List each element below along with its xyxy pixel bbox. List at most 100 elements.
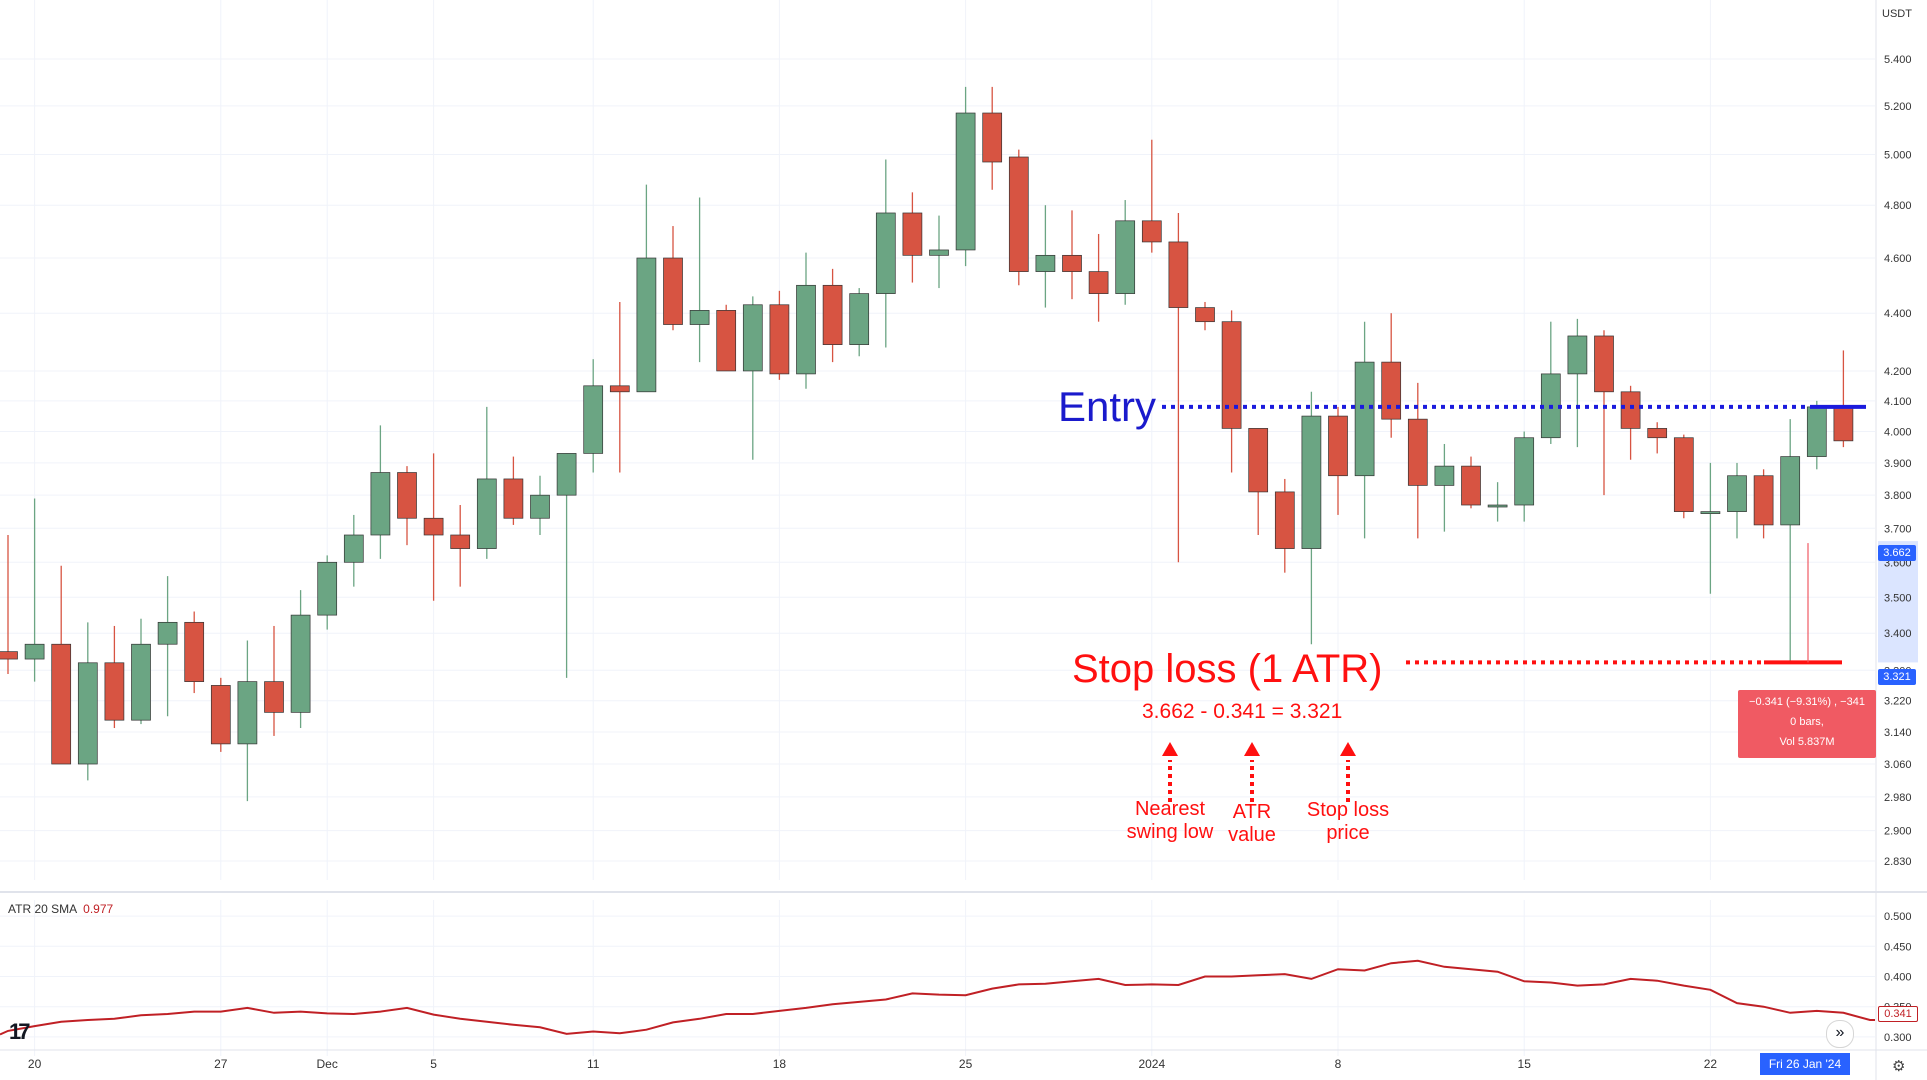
candle-body: [1221, 321, 1242, 429]
candle: [343, 514, 364, 587]
candle: [1647, 422, 1668, 454]
candle: [264, 625, 284, 736]
candle-body: [370, 472, 391, 536]
candle: [450, 505, 471, 587]
arrow-head: [1340, 742, 1356, 756]
candle: [636, 184, 657, 393]
candle-body: [0, 651, 18, 660]
price-tick-label: 3.060: [1884, 759, 1912, 771]
candle-body: [131, 643, 151, 721]
swing-low-label: Nearest swing low: [1126, 798, 1214, 843]
candle: [1062, 210, 1082, 300]
atr-tick-label: 0.300: [1884, 1032, 1912, 1044]
price-tick-label: 3.400: [1884, 628, 1912, 640]
price-tick-label: 3.800: [1884, 490, 1912, 502]
measure-range-highlight: [1878, 541, 1918, 663]
time-tick-label: 5: [430, 1057, 437, 1071]
candle-body: [317, 561, 338, 616]
gear-icon[interactable]: ⚙: [1892, 1058, 1906, 1075]
price-axis: 5.400 5.200 5.000 4.800 4.600 4.400 4.200 4.100…: [1884, 54, 1912, 868]
candle: [1461, 456, 1481, 509]
stop-loss-formula: 3.662 - 0.341 = 3.321: [1142, 700, 1343, 723]
candle-body: [982, 112, 1003, 163]
price-tick-label: 2.980: [1884, 792, 1912, 804]
price-tick-label: 3.140: [1884, 727, 1912, 739]
price-tick-label: 5.200: [1884, 101, 1912, 113]
current-price-badge: 3.662: [1878, 545, 1916, 561]
atr-tick-label: 0.400: [1884, 972, 1912, 984]
candle-body: [1647, 428, 1668, 439]
candle: [1168, 212, 1189, 563]
price-tick-label: 2.830: [1884, 856, 1912, 868]
atr-legend-value: 0.977: [83, 902, 114, 916]
candle-body: [1248, 428, 1269, 493]
candle: [689, 197, 710, 363]
candle-body: [343, 534, 364, 563]
double-chevron-right-icon[interactable]: »: [1826, 1020, 1854, 1048]
candle-body: [1567, 335, 1588, 375]
candle: [716, 304, 737, 372]
candle: [1195, 301, 1215, 331]
candle: [397, 466, 417, 546]
candle-body: [450, 534, 471, 549]
candle: [51, 565, 72, 765]
price-tick-label: 3.900: [1884, 458, 1912, 470]
candle: [1780, 419, 1801, 663]
time-tick-label: 11: [587, 1057, 600, 1071]
annotation-arrows: [1162, 742, 1356, 802]
price-tick-label: 4.600: [1884, 253, 1912, 265]
atr-legend[interactable]: ATR 20 SMA 0.977: [8, 902, 113, 916]
candle: [237, 640, 258, 802]
candle: [1248, 428, 1269, 536]
time-tick-label: 8: [1335, 1057, 1342, 1071]
candle-body: [476, 478, 497, 549]
candle-body: [1673, 437, 1694, 512]
candle: [1381, 313, 1402, 438]
measure-tooltip: −0.341 (−9.31%) , −341 0 bars, Vol 5.837…: [1738, 690, 1876, 758]
candle: [530, 475, 550, 536]
candle-body: [609, 385, 630, 393]
candle-body: [290, 614, 311, 713]
candle: [982, 86, 1003, 190]
candle: [157, 576, 178, 717]
atr-value-badge: 0.341: [1878, 1006, 1918, 1022]
time-tick-label: 22: [1704, 1057, 1718, 1071]
candle-body: [849, 293, 870, 345]
candle-body: [77, 662, 98, 765]
candle-body: [423, 517, 444, 536]
candle-body: [1407, 418, 1428, 486]
candle-body: [51, 643, 72, 765]
price-tick-label: 4.200: [1884, 366, 1912, 378]
candle-body: [530, 494, 550, 519]
candle-body: [955, 112, 976, 251]
candle: [1487, 482, 1508, 522]
candle-body: [1195, 307, 1215, 323]
atr-tick-label: 0.450: [1884, 941, 1912, 953]
candle: [663, 226, 683, 331]
candle-body: [689, 310, 710, 325]
tradingview-logo[interactable]: 17: [9, 1019, 31, 1044]
candle: [1141, 139, 1162, 253]
candle-body: [1620, 391, 1641, 429]
candle: [1567, 318, 1588, 448]
stop-price-label: Stop loss price: [1306, 799, 1390, 844]
candle: [0, 535, 18, 675]
stop-price-badge: 3.321: [1878, 669, 1916, 685]
price-tick-label: 4.800: [1884, 200, 1912, 212]
candle: [849, 288, 870, 357]
candle-body: [742, 304, 763, 372]
candle: [370, 425, 391, 559]
price-tick-label: 3.700: [1884, 523, 1912, 535]
candle: [583, 359, 604, 473]
candle: [1301, 391, 1322, 645]
candle-body: [1141, 220, 1162, 243]
time-tick-label: 27: [214, 1057, 228, 1071]
candle-body: [663, 257, 683, 325]
candle-body: [1381, 361, 1402, 420]
price-tick-label: 5.000: [1884, 150, 1912, 162]
candle-body: [1274, 491, 1295, 549]
candle-body: [1035, 254, 1056, 272]
candle-body: [1594, 335, 1614, 393]
currency-label: USDT: [1882, 8, 1912, 20]
